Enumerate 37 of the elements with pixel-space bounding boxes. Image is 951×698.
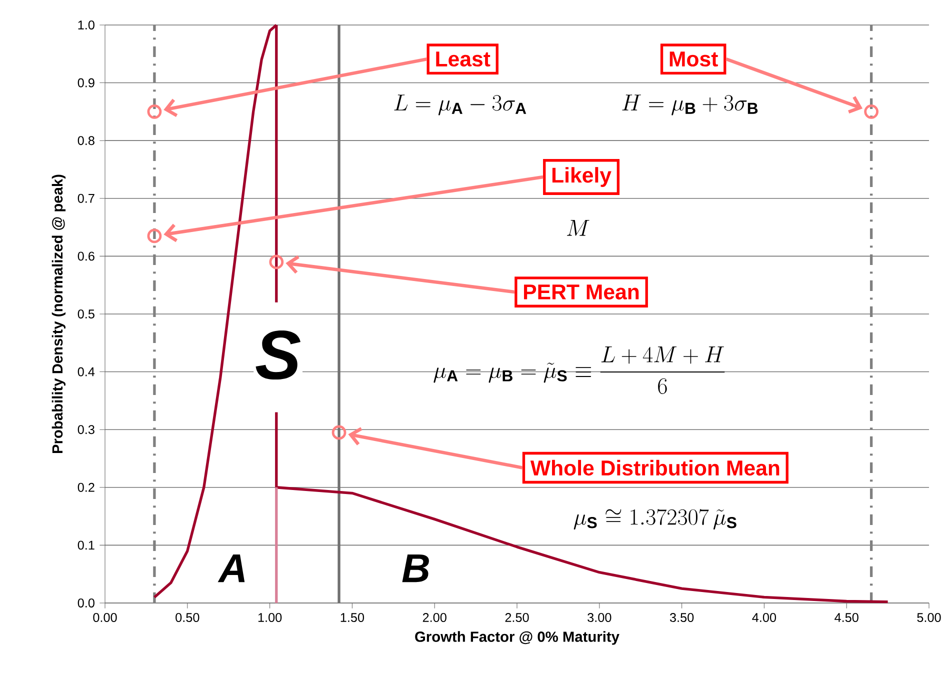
- annotation: S: [256, 330, 300, 380]
- x-tick-label: 3.00: [588, 613, 612, 622]
- x-tick-label: 4.50: [834, 613, 858, 622]
- y-tick-label: 0.5: [78, 310, 94, 318]
- x-tick-label: 3.50: [670, 613, 694, 622]
- annotation: Most: [670, 52, 718, 67]
- annotation: A: [218, 554, 245, 582]
- x-tick-label: 1.50: [340, 613, 364, 622]
- x-tick-label: 1.00: [258, 613, 282, 622]
- annotation: $M$: [566, 220, 590, 236]
- y-tick-label: 0.4: [78, 367, 95, 376]
- y-tick-label: 0.0: [78, 598, 94, 608]
- annotation: Whole Distribution Mean: [530, 460, 780, 476]
- annotation: B: [402, 554, 429, 582]
- y-tick-label: 0.9: [78, 78, 94, 88]
- annotation: Likely: [552, 167, 612, 187]
- x-tick-label: 4.00: [752, 613, 776, 622]
- y-tick-label: 0.3: [78, 425, 94, 434]
- y-tick-label: 0.7: [78, 194, 94, 203]
- x-tick-label: 2.50: [505, 613, 529, 622]
- annotation: $L=\mu_{\mathbf{A}}-3\sigma_{\mathbf{A}}$: [394, 94, 526, 116]
- x-tick-label: 0.50: [176, 613, 200, 622]
- x-axis-title: Growth Factor @ 0% Maturity: [415, 631, 620, 645]
- y-axis-title: Probability Density (normalized @ peak): [52, 174, 66, 453]
- annotation: $H=\mu_{\mathbf{B}}+3\sigma_{\mathbf{B}}$: [622, 94, 758, 116]
- y-tick-label: 0.6: [78, 252, 94, 261]
- annotation: PERT Mean: [524, 284, 639, 300]
- annotation: Least: [436, 52, 490, 67]
- y-tick-label: 0.2: [78, 482, 94, 492]
- x-tick-label: 5.00: [917, 613, 941, 622]
- y-tick-label: 0.1: [78, 540, 94, 550]
- x-tick-label: 2.00: [422, 613, 446, 622]
- y-tick-label: 1.0: [78, 20, 94, 30]
- annotation: $\mu_{\mathbf{A}}=\mu_{\mathbf{B}}=\tilde{\mu}_{\mathbf{S}}\equiv\frac{L+4M+H}{6}$: [434, 346, 725, 394]
- annotation: $\mu_{\mathbf{S}}\cong 1.372307\,\tilde{\mu}_{\mathbf{S}}$: [574, 508, 736, 530]
- y-tick-label: 0.8: [78, 136, 94, 146]
- x-tick-label: 0.00: [93, 613, 117, 622]
